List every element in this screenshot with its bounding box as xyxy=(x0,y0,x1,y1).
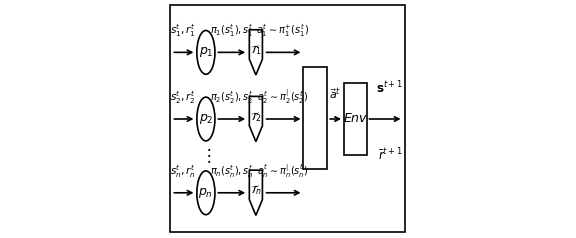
Text: $s_1^t, r_1^t$: $s_1^t, r_1^t$ xyxy=(170,22,196,39)
Text: $p_1$: $p_1$ xyxy=(199,45,213,59)
Ellipse shape xyxy=(197,97,215,141)
Text: $p_2$: $p_2$ xyxy=(199,112,213,126)
Text: $a_n^t \sim \pi_n^{|}(s_n^t)$: $a_n^t \sim \pi_n^{|}(s_n^t)$ xyxy=(257,163,309,180)
Polygon shape xyxy=(249,170,263,215)
Polygon shape xyxy=(249,96,263,142)
Ellipse shape xyxy=(197,30,215,74)
Polygon shape xyxy=(249,30,263,75)
Text: $\bar{r}^{t+1}$: $\bar{r}^{t+1}$ xyxy=(378,146,403,163)
Text: $\mathcal{T}_2$: $\mathcal{T}_2$ xyxy=(250,110,262,124)
Text: $a_1^t \sim \pi_1^{+}(s_1^t)$: $a_1^t \sim \pi_1^{+}(s_1^t)$ xyxy=(256,22,310,39)
Text: $\mathbf{s}^{t+1}$: $\mathbf{s}^{t+1}$ xyxy=(376,80,403,96)
Text: $s_2^t, r_2^t$: $s_2^t, r_2^t$ xyxy=(170,89,196,106)
Text: $\pi_n(s_n^t), s_n^t$: $\pi_n(s_n^t), s_n^t$ xyxy=(210,163,254,180)
Text: $\pi_1(s_1^t), s_1^t$: $\pi_1(s_1^t), s_1^t$ xyxy=(210,22,254,39)
Text: $a_2^t \sim \pi_2^{|}(s_2^t)$: $a_2^t \sim \pi_2^{|}(s_2^t)$ xyxy=(257,87,309,106)
Text: $s_n^t, r_n^t$: $s_n^t, r_n^t$ xyxy=(170,163,196,180)
Text: $p_n$: $p_n$ xyxy=(198,186,213,200)
Text: $\vdots$: $\vdots$ xyxy=(200,146,211,165)
Text: $Env$: $Env$ xyxy=(343,113,368,125)
FancyBboxPatch shape xyxy=(170,5,404,232)
Text: $\vec{a}^t$: $\vec{a}^t$ xyxy=(329,87,342,102)
Text: $\mathcal{T}_n$: $\mathcal{T}_n$ xyxy=(250,184,262,197)
Text: $\mathcal{T}_1$: $\mathcal{T}_1$ xyxy=(250,43,262,57)
Text: $\pi_2(s_2^t), s_2^t$: $\pi_2(s_2^t), s_2^t$ xyxy=(210,89,254,106)
FancyBboxPatch shape xyxy=(344,83,366,155)
FancyBboxPatch shape xyxy=(304,67,327,169)
Ellipse shape xyxy=(197,171,215,215)
